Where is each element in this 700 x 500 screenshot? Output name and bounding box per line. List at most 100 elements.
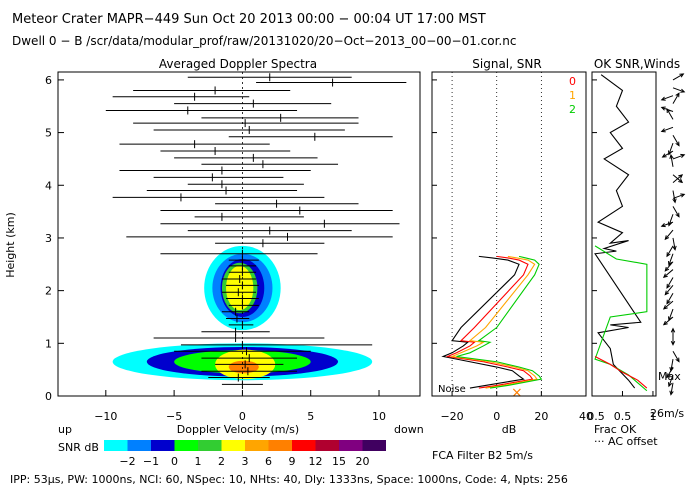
max-label: Max	[658, 370, 681, 383]
wind-arrow-shaft-30	[663, 316, 674, 326]
noise-marker: ×	[511, 385, 523, 401]
wind-arrow-37	[669, 382, 674, 396]
wind-arrow-23	[664, 261, 674, 272]
wind-arrow-shaft-7	[672, 134, 680, 146]
wind-arrow-28	[662, 300, 674, 310]
wind-arrow-head-9	[661, 153, 667, 158]
wind-arrow-22	[667, 253, 674, 267]
signal-x-tick-label-2: 20	[534, 410, 548, 423]
ok-axes: 0.5 1 0.5	[587, 79, 656, 423]
wind-arrow-5	[666, 108, 674, 120]
wind-arrow-shaft-19	[664, 229, 674, 240]
wind-arrow-shaft-26	[664, 285, 674, 295]
wind-arrow-shaft-1	[672, 87, 685, 93]
snr-blob-9	[228, 360, 259, 374]
wind-arrow-shaft-29	[668, 308, 674, 321]
colorbar-swatch-7	[268, 440, 292, 451]
x-tick-label-1: −5	[166, 410, 182, 423]
wind-arrow-head-24	[662, 273, 668, 279]
wind-arrow-head-35	[666, 373, 671, 379]
wind-arrow-1	[672, 87, 686, 93]
y-tick-label-2: 2	[45, 285, 52, 298]
wind-arrow-11	[669, 153, 674, 167]
colorbar-label-6: 6	[265, 455, 272, 468]
wind-arrow-shaft-36	[668, 374, 674, 387]
wind-arrow-head-4	[660, 106, 666, 111]
wind-arrow-7	[672, 134, 680, 147]
y-tick-label-3: 3	[45, 232, 52, 245]
wind-arrow-21	[666, 245, 674, 258]
colorbar-label-7: 9	[289, 455, 296, 468]
wind-arrow-head-36	[667, 382, 673, 388]
colorbar-label-5: 3	[242, 455, 249, 468]
wind-arrow-head-16	[675, 212, 680, 218]
wind-arrow-20	[672, 237, 677, 251]
wind-arrow-head-6	[660, 128, 666, 133]
wind-arrow-shaft-34	[670, 359, 674, 372]
signal-x-tick-label-3: 40	[579, 410, 593, 423]
wind-arrow-shaft-3	[672, 92, 680, 104]
wind-arrow-36	[667, 374, 674, 388]
colorbar-swatch-1	[127, 440, 151, 451]
colorbar-label-8: 12	[309, 455, 323, 468]
signal-series-0	[445, 255, 534, 389]
colorbar-label-2: 0	[171, 455, 178, 468]
x-tick-label-4: 10	[372, 410, 386, 423]
wind-arrow-head-37	[669, 390, 674, 396]
wind-arrow-15	[672, 193, 686, 199]
colorbar-swatch-3	[174, 440, 198, 451]
colorbar-label-3: 1	[195, 455, 202, 468]
wind-arrow-head-3	[675, 92, 680, 98]
wind-arrow-shaft-0	[672, 73, 684, 81]
y-tick-label-5: 5	[45, 127, 52, 140]
wind-arrow-shaft-20	[672, 237, 676, 250]
wind-arrow-shaft-9	[662, 150, 674, 158]
signal-x-tick-label-1: 0	[493, 410, 500, 423]
x-axis-label: Doppler Velocity (m/s)	[177, 423, 299, 436]
wind-arrow-33	[672, 350, 680, 363]
wind-arrow-head-15	[680, 193, 686, 198]
x-tick-label-0: −10	[94, 410, 117, 423]
signal-frame	[431, 71, 587, 397]
wind-arrow-shaft-5	[666, 108, 674, 120]
wind-arrow-head-0	[679, 73, 685, 78]
ok-x-tick-label-0: 0.5	[614, 410, 632, 423]
colorbar-swatch-0	[104, 440, 128, 451]
snr-colorbar: −2 −1 0 1 2 3 6 9 12 15 20	[104, 440, 386, 468]
wind-arrow-head-33	[675, 357, 680, 363]
wind-arrow-10	[672, 153, 686, 160]
colorbar-title: SNR dB	[58, 441, 99, 454]
wind-arrow-shaft-37	[670, 382, 674, 395]
ok-fraction-panel: 0.5 1 0.5 Frac OK ··· AC offset	[587, 71, 658, 448]
doppler-title: Averaged Doppler Spectra	[159, 57, 317, 71]
wind-arrows	[660, 73, 686, 396]
wind-arrow-shaft-13	[672, 174, 683, 184]
noise-label: Noise	[438, 384, 466, 395]
wind-arrow-9	[661, 150, 674, 158]
colorbar-label-0: −2	[119, 455, 135, 468]
wind-arrow-head-2	[660, 96, 666, 101]
wind-arrow-head-5	[666, 108, 671, 114]
y-tick-label-0: 0	[45, 390, 52, 403]
legend-0: 0	[569, 75, 576, 88]
up-label: up	[58, 423, 72, 436]
wind-arrow-head-19	[664, 235, 670, 241]
colorbar-swatch-8	[292, 440, 316, 451]
wind-arrow-26	[664, 285, 674, 296]
signal-series-2	[456, 255, 543, 389]
wind-arrow-shaft-35	[666, 366, 674, 378]
wind-arrow-3	[672, 92, 680, 104]
wind-arrow-24	[662, 269, 674, 279]
wind-arrow-19	[664, 229, 674, 241]
y-axis-label: Height (km)	[4, 212, 17, 278]
ok-fraction-lines	[594, 74, 648, 392]
wind-arrow-shaft-10	[672, 154, 685, 160]
wind-arrow-head-27	[666, 299, 671, 305]
wind-arrow-shaft-28	[663, 300, 674, 310]
wind-arrow-head-7	[675, 141, 680, 147]
ok-x-tick-label-1: 1	[649, 410, 656, 423]
doppler-axes: −10 −5 0 5 10 0 1 2 3 4 5 6	[45, 74, 386, 423]
wind-arrow-head-30	[662, 320, 668, 326]
wind-arrow-30	[662, 316, 674, 326]
ok-series-green	[594, 245, 648, 392]
